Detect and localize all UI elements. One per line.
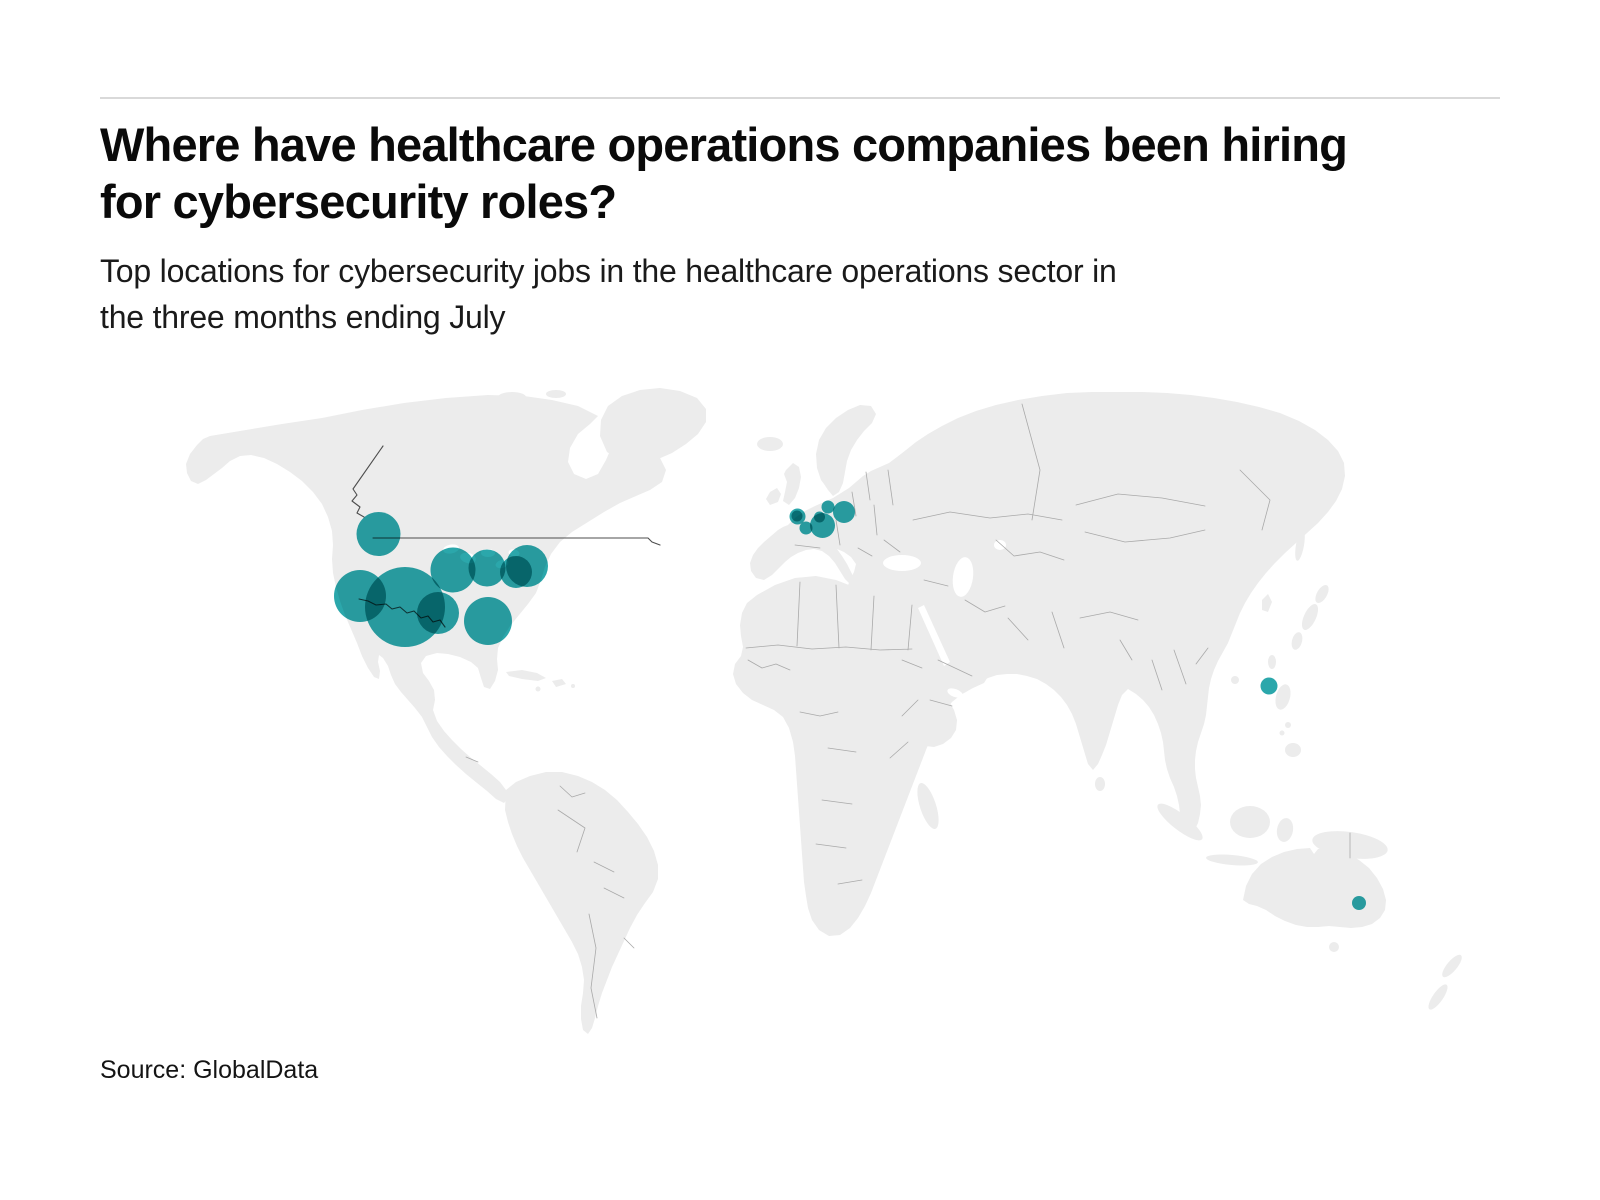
island-luzon xyxy=(1275,684,1291,710)
country-borders xyxy=(351,403,1351,1019)
island-ireland xyxy=(766,488,781,505)
borders-asia xyxy=(912,403,1271,707)
continent-australia xyxy=(1243,848,1386,928)
island-greenland xyxy=(600,388,706,463)
bubble-germany-north xyxy=(821,500,835,514)
island-borneo xyxy=(1230,806,1270,838)
bubble-netherlands xyxy=(814,511,825,523)
continent-africa xyxy=(733,576,989,936)
page-subtitle: Top locations for cybersecurity jobs in … xyxy=(100,248,1520,341)
island-new-zealand-north xyxy=(1442,954,1462,978)
island-visayas xyxy=(1279,730,1285,736)
bubble-germany-berlin xyxy=(833,501,855,523)
island-hispaniola xyxy=(552,679,566,687)
island-puerto-rico xyxy=(571,684,575,688)
scandinavia xyxy=(816,405,876,496)
page-title-line2: for cybersecurity roles? xyxy=(100,175,617,229)
island-visayas xyxy=(1285,722,1291,728)
landmasses xyxy=(186,388,1462,1034)
borders-europe xyxy=(794,469,901,557)
bubble-us-midwest xyxy=(430,547,476,593)
black-sea xyxy=(883,555,921,571)
island-new-zealand-south xyxy=(1428,984,1448,1010)
borders-africa xyxy=(745,581,923,885)
arctic-island xyxy=(546,390,566,398)
persian-gulf xyxy=(947,688,963,698)
continent-south-america xyxy=(505,772,658,1034)
bubble-uk-london-b xyxy=(791,510,803,522)
bubble-layer xyxy=(334,500,1366,910)
bubble-us-southeast xyxy=(464,597,512,645)
island-tasmania xyxy=(1329,942,1339,952)
top-divider xyxy=(100,97,1500,99)
caspian-sea xyxy=(952,557,974,597)
korea-peninsula xyxy=(1262,594,1272,612)
border-alaska-canada xyxy=(351,445,384,518)
page-subtitle-line2: the three months ending July xyxy=(100,299,506,336)
island-japan-north xyxy=(1315,584,1329,604)
bubble-us-great-lakes xyxy=(468,549,506,587)
red-sea xyxy=(918,605,950,666)
source-note: Source: GlobalData xyxy=(100,1056,319,1084)
island-japan-south xyxy=(1291,632,1303,650)
island-sumatra xyxy=(1157,803,1203,841)
bubble-philippines-manila xyxy=(1260,677,1278,695)
border-us-canada xyxy=(372,537,661,546)
island-iceland xyxy=(757,437,783,451)
bubble-us-south-central xyxy=(417,592,459,634)
island-jamaica xyxy=(535,686,541,692)
island-cuba xyxy=(506,670,546,681)
island-java xyxy=(1206,854,1258,866)
bubble-australia-sydney xyxy=(1352,896,1366,910)
island-taiwan xyxy=(1268,655,1276,669)
island-mindanao xyxy=(1285,743,1301,757)
page-subtitle-line1: Top locations for cybersecurity jobs in … xyxy=(100,253,1117,289)
arctic-island xyxy=(498,392,526,402)
page-title: Where have healthcare operations compani… xyxy=(100,116,1520,231)
page-title-line1: Where have healthcare operations compani… xyxy=(100,118,1348,171)
island-hainan xyxy=(1231,676,1239,684)
bubble-us-pacific-northwest xyxy=(356,512,401,556)
island-madagascar xyxy=(917,783,939,829)
bubble-france-paris xyxy=(799,521,813,535)
island-sakhalin xyxy=(1295,529,1305,561)
bubble-us-mid-atlantic xyxy=(500,556,532,588)
borders-south-america xyxy=(557,785,635,1019)
island-sri-lanka xyxy=(1095,777,1105,791)
aral-sea xyxy=(994,540,1006,550)
island-japan-honshu xyxy=(1301,604,1319,630)
island-great-britain xyxy=(783,463,801,505)
borders-central-america xyxy=(465,756,479,763)
island-sulawesi xyxy=(1276,818,1294,842)
continent-eurasia xyxy=(750,392,1345,836)
arctic-island xyxy=(458,400,482,410)
